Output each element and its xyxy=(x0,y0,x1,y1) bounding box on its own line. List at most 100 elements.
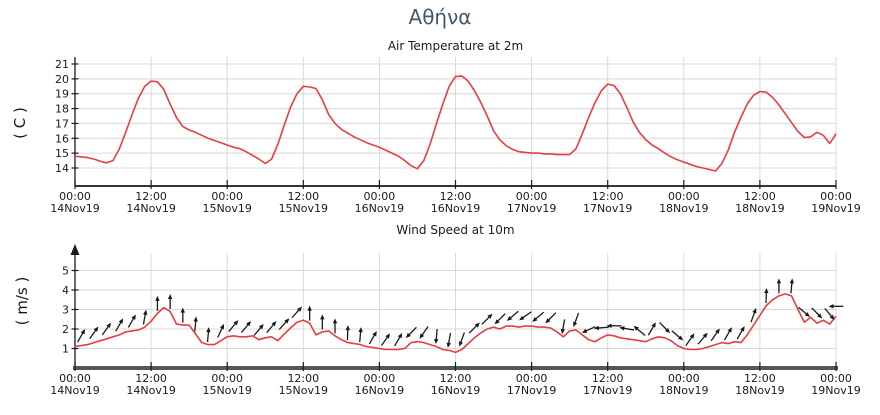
wind-direction-arrowhead-icon xyxy=(345,325,350,331)
wind-direction-arrowhead-icon xyxy=(246,321,252,327)
wind-direction-arrowhead-icon xyxy=(397,332,403,339)
wind-direction-arrowhead-icon xyxy=(532,316,538,322)
x-tick-date-label: 18Nov19 xyxy=(735,384,784,397)
wind-direction-arrowhead-icon xyxy=(702,332,708,338)
wind-direction-arrow-icon xyxy=(359,331,362,343)
wind-direction-arrowhead-icon xyxy=(487,313,493,319)
wind-direction-arrowhead-icon xyxy=(677,335,684,341)
x-tick-time-label: 12:00 xyxy=(287,372,319,385)
wind-direction-arrowhead-icon xyxy=(727,327,732,333)
wind-direction-arrowhead-icon xyxy=(80,329,86,335)
wind-direction-arrowhead-icon xyxy=(560,328,566,335)
wind-direction-arrowhead-icon xyxy=(664,327,671,334)
wind-direction-arrowhead-icon xyxy=(689,333,695,339)
wind-direction-arrow-icon xyxy=(534,311,545,320)
y-tick-label: 4 xyxy=(62,284,69,297)
y-tick-label: 14 xyxy=(55,162,69,175)
wind-direction-arrow-icon xyxy=(380,336,389,346)
wind-chart-title: Wind Speed at 10m xyxy=(396,223,515,237)
wind-direction-arrow-icon xyxy=(217,327,223,338)
y-tick-label: 5 xyxy=(62,265,69,278)
wind-direction-arrowhead-icon xyxy=(494,319,500,325)
x-tick-date-label: 14Nov19 xyxy=(50,202,99,215)
x-tick-time-label: 00:00 xyxy=(668,372,700,385)
x-tick-date-label: 15Nov19 xyxy=(279,384,328,397)
wind-direction-arrow-icon xyxy=(101,325,110,336)
y-tick-label: 16 xyxy=(55,132,69,145)
wind-direction-arrow-icon xyxy=(647,325,655,336)
wind-direction-arrowhead-icon xyxy=(385,333,391,339)
wind-direction-arrowhead-icon xyxy=(619,326,625,331)
wind-direction-arrowhead-icon xyxy=(740,326,745,332)
temperature-chart-title: Air Temperature at 2m xyxy=(387,39,524,53)
x-tick-time-label: 00:00 xyxy=(59,190,91,203)
wind-direction-arrowhead-icon xyxy=(817,313,823,319)
wind-direction-arrow-icon xyxy=(562,319,566,331)
wind-direction-arrowhead-icon xyxy=(320,314,325,320)
wind-direction-arrowhead-icon xyxy=(233,320,239,326)
wind-direction-arrow-icon xyxy=(824,307,833,318)
x-tick-time-label: 00:00 xyxy=(668,190,700,203)
wind-direction-arrow-icon xyxy=(142,313,147,325)
temperature-line xyxy=(74,75,837,172)
wind-direction-arrowhead-icon xyxy=(573,321,578,328)
wind-direction-arrow-icon xyxy=(206,331,210,343)
x-tick-date-label: 14Nov19 xyxy=(50,384,99,397)
wind-direction-arrowhead-icon xyxy=(458,341,464,347)
wind-direction-arrow-icon xyxy=(278,320,288,330)
x-tick-date-label: 17Nov19 xyxy=(583,384,632,397)
wind-direction-arrowhead-icon xyxy=(219,323,225,330)
wind-direction-arrowhead-icon xyxy=(545,318,551,324)
wind-direction-arrow-icon xyxy=(659,322,668,331)
y-tick-label: 3 xyxy=(62,304,69,317)
wind-speed-line xyxy=(74,293,837,354)
x-tick-time-label: 12:00 xyxy=(744,190,776,203)
wind-direction-arrow-icon xyxy=(790,282,793,294)
wind-direction-arrowhead-icon xyxy=(93,326,99,332)
wind-direction-arrowhead-icon xyxy=(206,327,211,333)
wind-direction-arrow-icon xyxy=(798,306,808,315)
y-tick-label: 17 xyxy=(55,117,69,130)
wind-direction-arrowhead-icon xyxy=(764,288,769,294)
wind-direction-arrow-icon xyxy=(736,329,744,340)
wind-direction-arrowhead-icon xyxy=(828,304,834,309)
wind-direction-arrowhead-icon xyxy=(506,315,513,321)
wind-direction-arrowhead-icon xyxy=(131,314,136,320)
wind-direction-arrowhead-icon xyxy=(804,312,811,317)
x-tick-time-label: 12:00 xyxy=(440,372,472,385)
wind-direction-arrowhead-icon xyxy=(606,323,612,329)
x-tick-date-label: 18Nov19 xyxy=(659,202,708,215)
wind-direction-arrow-icon xyxy=(496,313,506,322)
x-tick-date-label: 18Nov19 xyxy=(659,384,708,397)
wind-direction-arrowhead-icon xyxy=(193,316,198,322)
x-tick-time-label: 00:00 xyxy=(59,372,91,385)
wind-direction-arrowhead-icon xyxy=(446,342,451,348)
wind-direction-arrowhead-icon xyxy=(118,318,124,324)
wind-direction-arrow-icon xyxy=(266,323,275,333)
wind-direction-arrow-icon xyxy=(253,326,262,336)
wind-direction-arrowhead-icon xyxy=(284,318,290,324)
x-tick-time-label: 00:00 xyxy=(211,190,243,203)
wind-direction-arrowhead-icon xyxy=(167,293,173,299)
y-tick-label: 1 xyxy=(62,343,69,356)
x-tick-date-label: 17Nov19 xyxy=(583,202,632,215)
wind-direction-arrow-icon xyxy=(671,330,681,339)
wind-direction-arrow-icon xyxy=(194,320,197,332)
x-tick-date-label: 14Nov19 xyxy=(126,384,175,397)
wind-direction-arrowhead-icon xyxy=(405,332,411,338)
x-tick-date-label: 15Nov19 xyxy=(202,384,251,397)
wind-direction-arrow-icon xyxy=(811,307,820,317)
x-tick-time-label: 00:00 xyxy=(364,372,396,385)
wind-direction-arrow-icon xyxy=(240,323,249,333)
wind-direction-arrow-icon xyxy=(585,325,596,332)
wind-direction-arrow-icon xyxy=(115,321,122,332)
wind-direction-arrow-icon xyxy=(228,322,237,332)
x-tick-date-label: 19Nov19 xyxy=(811,202,860,215)
x-tick-time-label: 00:00 xyxy=(516,190,548,203)
wind-direction-arrowhead-icon xyxy=(143,309,148,315)
wind-direction-arrowhead-icon xyxy=(474,322,480,328)
x-tick-date-label: 19Nov19 xyxy=(811,384,860,397)
y-tick-label: 18 xyxy=(55,103,69,116)
wind-direction-arrowhead-icon xyxy=(258,323,264,330)
